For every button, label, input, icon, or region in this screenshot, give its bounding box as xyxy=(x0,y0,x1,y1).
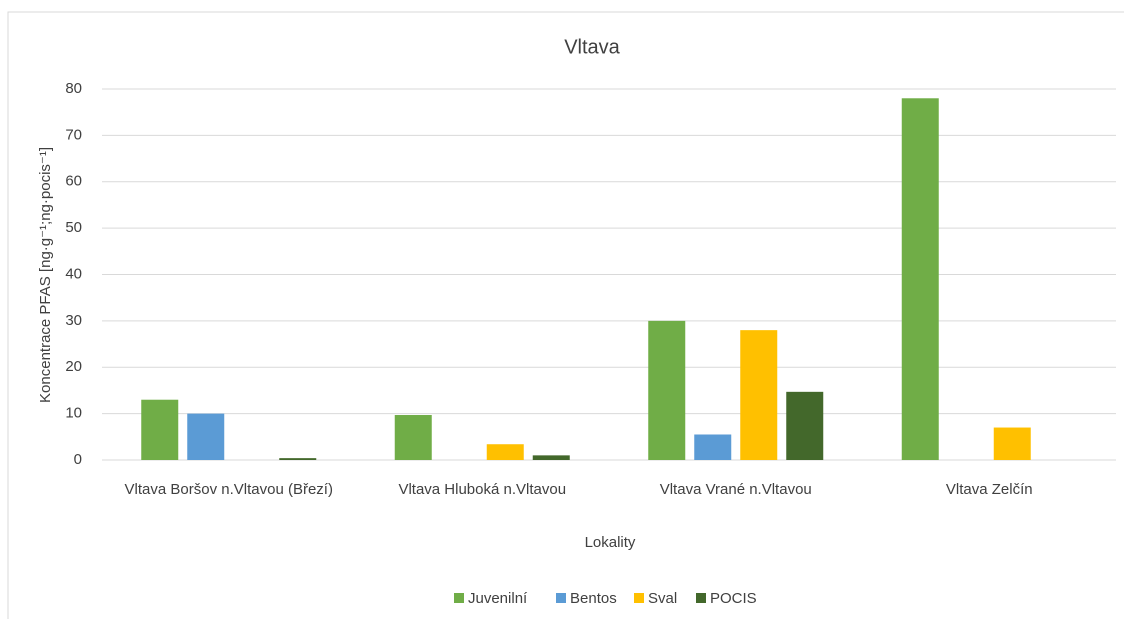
y-tick-label: 20 xyxy=(65,358,82,375)
bar xyxy=(141,399,179,460)
legend-swatch xyxy=(696,593,706,603)
bar xyxy=(279,458,317,460)
legend-swatch xyxy=(556,593,566,603)
y-tick-label: 50 xyxy=(65,219,82,236)
y-tick-label: 0 xyxy=(74,451,82,468)
y-tick-label: 40 xyxy=(65,265,82,282)
bar xyxy=(786,391,824,460)
chart-title: Vltava xyxy=(564,36,620,58)
y-tick-label: 60 xyxy=(65,173,82,190)
x-tick-label: Vltava Zelčín xyxy=(945,481,1033,498)
bar xyxy=(694,434,732,460)
x-tick-label: Vltava Hluboká n.Vltavou xyxy=(398,481,567,498)
bar xyxy=(394,415,432,460)
bar xyxy=(187,413,225,460)
bar xyxy=(740,330,778,460)
legend-label: POCIS xyxy=(710,590,757,607)
x-tick-label: Vltava Boršov n.Vltavou (Březí) xyxy=(124,481,333,498)
x-axis-label: Lokality xyxy=(585,534,636,551)
x-tick-label: Vltava Vrané n.Vltavou xyxy=(659,481,812,498)
bar xyxy=(901,98,939,461)
bar xyxy=(486,444,524,460)
y-axis-label: Koncentrace PFAS [ng·g⁻¹;ng·pocis⁻¹] xyxy=(37,147,54,403)
bar xyxy=(532,455,570,460)
chart-frame xyxy=(7,11,1124,619)
y-tick-label: 30 xyxy=(65,312,82,329)
bar xyxy=(648,320,686,460)
bar xyxy=(993,427,1031,460)
y-tick-label: 10 xyxy=(65,405,82,422)
y-tick-label: 80 xyxy=(65,80,82,97)
legend-swatch xyxy=(454,593,464,603)
legend-label: Juvenilní xyxy=(468,590,528,607)
legend-label: Sval xyxy=(648,590,677,607)
legend-label: Bentos xyxy=(570,590,617,607)
legend-swatch xyxy=(634,593,644,603)
y-tick-label: 70 xyxy=(65,126,82,143)
